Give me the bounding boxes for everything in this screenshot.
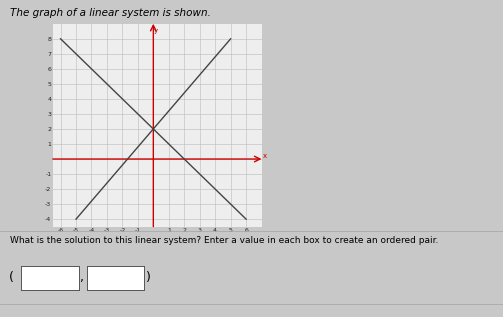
Text: What is the solution to this linear system? Enter a value in each box to create : What is the solution to this linear syst…: [10, 236, 439, 245]
Text: ,: ,: [80, 271, 85, 284]
Text: y: y: [153, 28, 158, 34]
Text: (: (: [9, 271, 14, 284]
Text: x: x: [263, 153, 267, 159]
Text: ): ): [146, 271, 151, 284]
Text: The graph of a linear system is shown.: The graph of a linear system is shown.: [10, 8, 211, 18]
